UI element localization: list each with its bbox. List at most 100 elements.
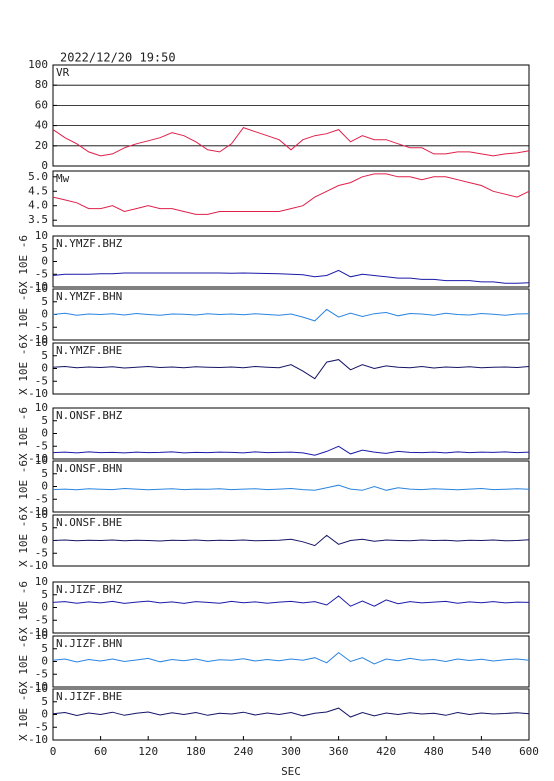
y-tick-label: 0 [41, 427, 48, 440]
y-tick-label: 5 [41, 467, 48, 480]
data-line [52, 595, 530, 607]
y-tick-label: -5 [35, 439, 48, 452]
x-tick-label: 540 [471, 745, 491, 758]
y-tick-label: 10 [35, 508, 48, 521]
y-tick-label: -5 [35, 546, 48, 559]
x-tick-label: 0 [50, 745, 57, 758]
series-name: N.ONSF.BHE [56, 516, 122, 529]
y-axis-label: X 10E -6 [17, 635, 30, 688]
y-tick-label: -5 [35, 613, 48, 626]
y-tick-label: 4.5 [28, 184, 48, 197]
y-axis-label: X 10E -6 [17, 342, 30, 395]
y-tick-label: 10 [35, 629, 48, 642]
y-tick-label: 0 [41, 655, 48, 668]
y-axis-label: X 10E -6 [17, 688, 30, 741]
y-tick-label: -5 [35, 492, 48, 505]
data-line [52, 484, 530, 491]
y-tick-label: 5 [41, 349, 48, 362]
x-tick-label: 180 [186, 745, 206, 758]
y-tick-label: 40 [35, 119, 48, 132]
x-axis-label: SEC [281, 765, 301, 778]
series-name: N.YMZF.BHN [56, 290, 122, 303]
y-tick-label: -10 [28, 333, 48, 346]
data-line [52, 651, 530, 665]
panel-frame [52, 407, 530, 460]
y-tick-label: -10 [28, 680, 48, 693]
y-tick-label: 0 [41, 534, 48, 547]
y-tick-label: 0 [41, 480, 48, 493]
y-tick-label: 0 [41, 255, 48, 268]
panel-frame [52, 460, 530, 513]
x-tick-label: 600 [519, 745, 539, 758]
x-tick-label: 120 [138, 745, 158, 758]
y-tick-label: 5 [41, 242, 48, 255]
y-tick-label: 10 [35, 682, 48, 695]
y-tick-label: 80 [35, 78, 48, 91]
panel-frame [52, 235, 530, 288]
panel-frame [52, 581, 530, 634]
y-tick-label: 5.0 [28, 170, 48, 183]
y-tick-label: 5 [41, 414, 48, 427]
y-tick-label: 100 [28, 58, 48, 71]
x-tick-label: 300 [281, 745, 301, 758]
data-line [52, 269, 530, 284]
chart-title: 2022/12/20 19:50 [60, 51, 176, 65]
x-tick-label: 360 [329, 745, 349, 758]
y-tick-label: -10 [28, 626, 48, 639]
series-name: Mw [56, 172, 70, 185]
data-line [52, 308, 530, 322]
y-tick-label: -10 [28, 452, 48, 465]
series-name: N.YMZF.BHE [56, 344, 122, 357]
panel-frame [52, 342, 530, 395]
y-tick-label: 0 [41, 708, 48, 721]
x-tick-label: 240 [233, 745, 253, 758]
panel-frame [52, 170, 530, 227]
y-tick-label: -5 [35, 374, 48, 387]
y-tick-label: -10 [28, 559, 48, 572]
y-tick-label: -5 [35, 267, 48, 280]
data-line [52, 707, 530, 718]
y-tick-label: 10 [35, 229, 48, 242]
data-line [52, 445, 530, 456]
y-tick-label: 5 [41, 295, 48, 308]
y-tick-label: 0 [41, 362, 48, 375]
data-line [52, 534, 530, 547]
series-name: N.ONSF.BHZ [56, 409, 123, 422]
y-tick-label: 60 [35, 98, 48, 111]
series-name: N.JIZF.BHN [56, 637, 122, 650]
y-tick-label: -10 [28, 387, 48, 400]
y-tick-label: 10 [35, 336, 48, 349]
y-tick-label: 4.0 [28, 199, 48, 212]
series-name: N.ONSF.BHN [56, 462, 122, 475]
data-line [52, 173, 530, 215]
y-tick-label: 5 [41, 642, 48, 655]
y-tick-label: 5 [41, 695, 48, 708]
y-tick-label: 5 [41, 521, 48, 534]
y-tick-label: -10 [28, 733, 48, 746]
series-name: N.YMZF.BHZ [56, 237, 123, 250]
y-axis-label: X 10E -6 [17, 581, 30, 634]
y-tick-label: -10 [28, 505, 48, 518]
series-name: N.JIZF.BHZ [56, 583, 123, 596]
y-tick-label: 10 [35, 282, 48, 295]
panel-frame [52, 64, 530, 167]
data-line [52, 127, 530, 157]
y-tick-label: -5 [35, 720, 48, 733]
x-tick-label: 480 [424, 745, 444, 758]
data-line [52, 359, 530, 380]
x-tick-label: 60 [94, 745, 107, 758]
y-tick-label: -10 [28, 280, 48, 293]
y-tick-label: 0 [41, 601, 48, 614]
y-tick-label: 0 [41, 159, 48, 172]
y-tick-label: 10 [35, 575, 48, 588]
y-axis-label: X 10E -6 [17, 514, 30, 567]
y-tick-label: 20 [35, 139, 48, 152]
y-tick-label: 0 [41, 308, 48, 321]
series-name: N.JIZF.BHE [56, 690, 122, 703]
y-tick-label: -5 [35, 320, 48, 333]
y-tick-label: 10 [35, 401, 48, 414]
y-axis-label: X 10E -6 [17, 288, 30, 341]
y-axis-label: X 10E -6 [17, 235, 30, 288]
